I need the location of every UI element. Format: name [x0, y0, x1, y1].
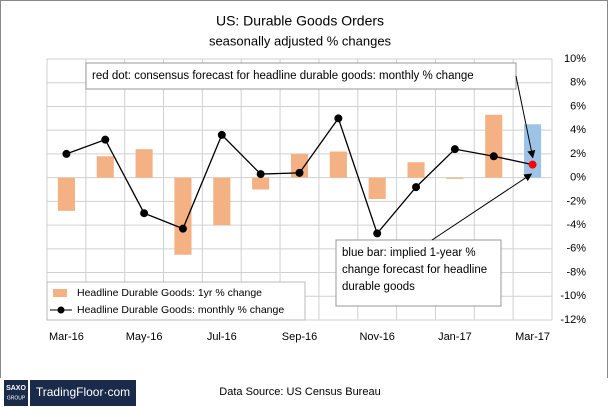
marker — [178, 224, 187, 233]
bar — [485, 114, 503, 178]
bar — [57, 177, 75, 211]
x-tick-label: Jul-16 — [207, 331, 237, 343]
y-tick-label: 10% — [564, 53, 586, 65]
logo-mark — [4, 380, 28, 406]
marks — [57, 114, 542, 255]
y-tick-label: -4% — [566, 219, 586, 231]
y-tick-label: 0% — [570, 172, 586, 184]
bar — [368, 177, 386, 199]
annotation-text: change forecast for headline — [342, 264, 487, 276]
y-tick-label: -8% — [566, 266, 586, 278]
marker — [217, 130, 226, 139]
annotation-text: blue bar: implied 1-year % — [342, 247, 476, 259]
bar — [252, 177, 270, 190]
bar — [135, 149, 153, 178]
y-tick-label: 4% — [570, 124, 586, 136]
marker — [412, 183, 421, 192]
x-tick-label: Jan-17 — [438, 331, 472, 343]
y-tick-label: -2% — [566, 195, 586, 207]
x-tick-label: May-16 — [126, 331, 163, 343]
annotations: Headline Durable Goods: 1yr % change Head… — [46, 62, 536, 321]
marker — [450, 145, 459, 154]
legend-swatch — [57, 306, 65, 314]
y-tick-label: 8% — [570, 77, 586, 89]
marker — [334, 114, 343, 123]
brand: TradingFloor·com — [36, 385, 130, 399]
legend-label: Headline Durable Goods: monthly % change — [77, 304, 284, 316]
y-tick-label: 2% — [570, 148, 586, 160]
legend-box — [46, 281, 306, 321]
annotation-arrow — [431, 173, 533, 241]
marker — [373, 229, 382, 238]
legend: Headline Durable Goods: 1yr % change Head… — [46, 281, 306, 321]
marker — [528, 160, 537, 169]
y-tick-label: -10% — [560, 290, 586, 302]
chart-title: US: Durable Goods Orders — [216, 13, 384, 29]
legend-label: Headline Durable Goods: 1yr % change — [77, 287, 262, 299]
x-tick-label: Mar-17 — [515, 331, 550, 343]
marker — [62, 149, 71, 158]
legend-swatch — [53, 289, 67, 297]
marker — [140, 209, 149, 218]
marker — [256, 170, 265, 179]
bar — [290, 153, 309, 178]
bar — [174, 177, 192, 255]
annotation-arrow — [515, 75, 536, 159]
y-tick-label: -12% — [560, 314, 586, 326]
bar — [329, 151, 347, 178]
bar — [96, 156, 114, 178]
source: Data Source: US Census Bureau — [219, 386, 380, 398]
x-tick-label: Nov-16 — [359, 331, 394, 343]
x-tick-label: Sep-16 — [282, 331, 317, 343]
logo-bottom: GROUP — [7, 395, 26, 401]
logo-top: SAXO — [6, 385, 26, 392]
chart-subtitle: seasonally adjusted % changes — [209, 33, 392, 48]
y-tick-label: 6% — [570, 100, 586, 112]
bar — [213, 177, 231, 226]
bar — [524, 124, 542, 178]
annotation-box — [335, 239, 502, 307]
marker — [489, 152, 498, 161]
x-tick-label: Mar-16 — [49, 331, 84, 343]
brand-box — [30, 380, 136, 406]
annotation-text: red dot: consensus forecast for headline… — [92, 70, 474, 82]
bar — [407, 162, 425, 178]
marker — [295, 168, 304, 177]
marker — [101, 135, 110, 144]
bar — [446, 177, 464, 179]
y-tick-label: -6% — [566, 243, 586, 255]
annotation-text: durable goods — [342, 281, 415, 293]
